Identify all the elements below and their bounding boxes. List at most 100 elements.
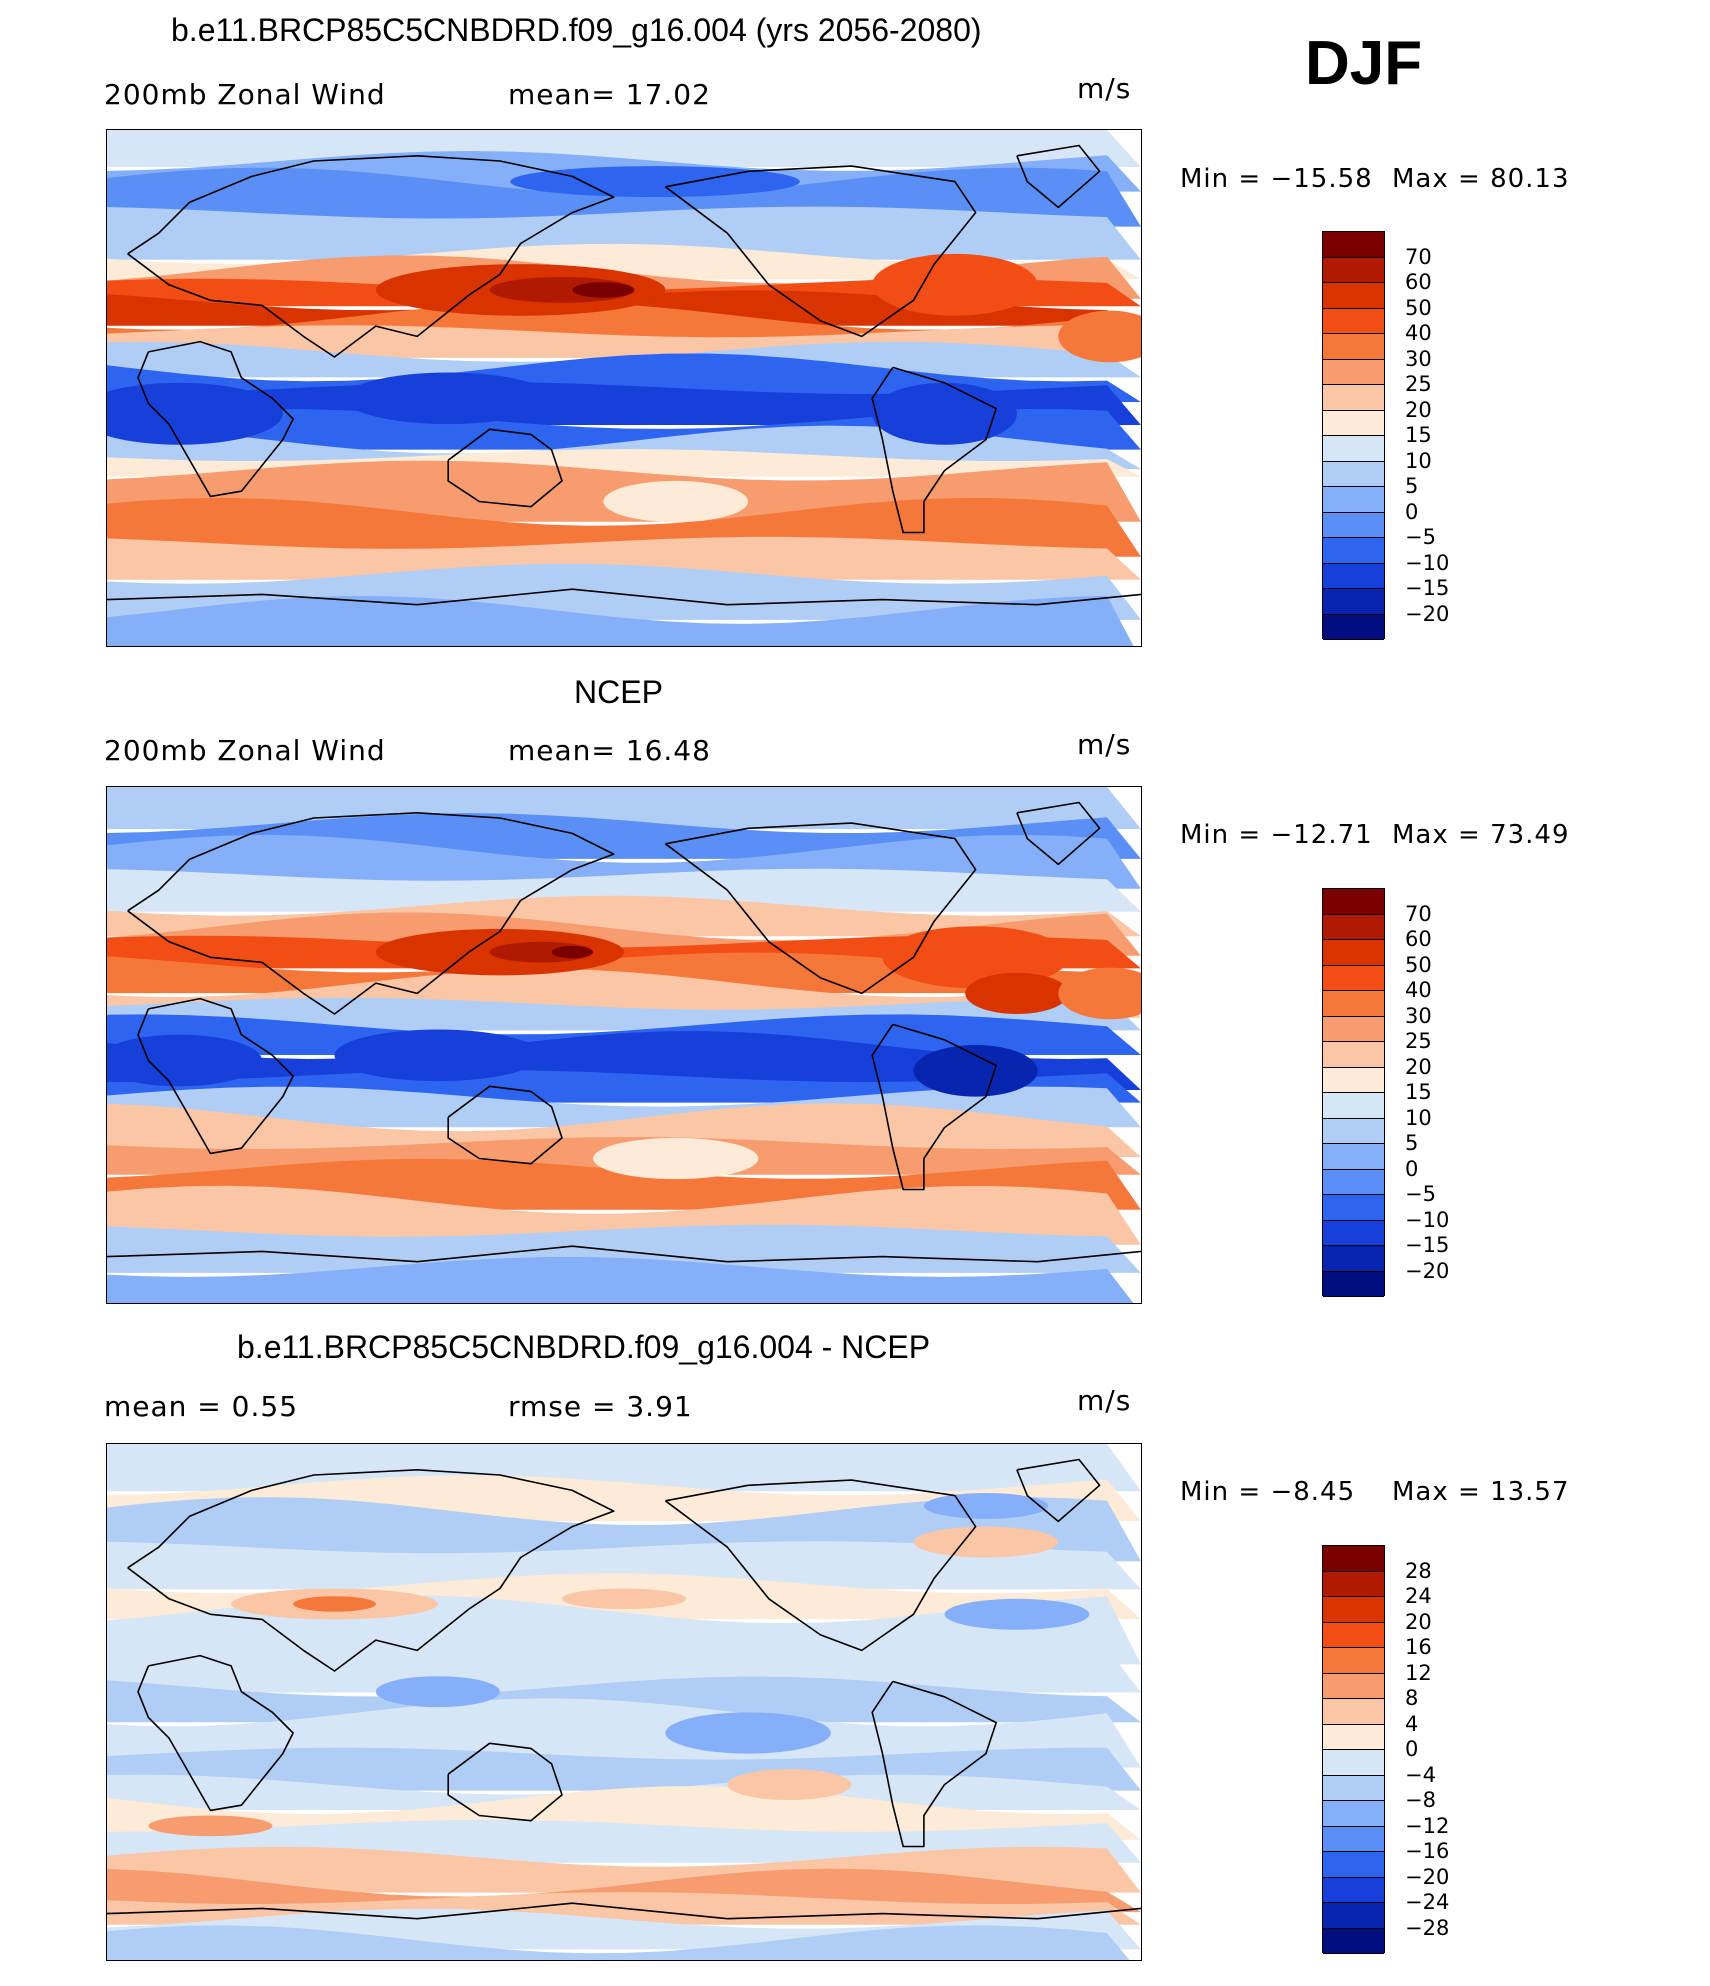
colorbar-segment bbox=[1323, 1220, 1384, 1246]
colorbar-level-label: 70 bbox=[1405, 244, 1432, 269]
wind-anomaly bbox=[551, 945, 593, 959]
colorbar-segment bbox=[1323, 1826, 1384, 1852]
colorbar-segment bbox=[1323, 614, 1384, 640]
colorbar-level-label: −12 bbox=[1405, 1813, 1450, 1838]
coastline bbox=[127, 811, 615, 1015]
coastline bbox=[664, 165, 977, 338]
panel2-colorbar bbox=[1322, 888, 1385, 1297]
colorbar-level-label: 20 bbox=[1405, 1054, 1432, 1079]
wind-band bbox=[107, 1103, 1141, 1157]
colorbar-level-label: 30 bbox=[1405, 1003, 1432, 1028]
wind-anomaly bbox=[665, 1712, 831, 1754]
wind-anomaly bbox=[510, 166, 800, 198]
coastline bbox=[664, 822, 977, 995]
colorbar-level-label: −15 bbox=[1405, 576, 1450, 600]
colorbar-segment bbox=[1323, 589, 1384, 615]
colorbar-level-label: −16 bbox=[1405, 1839, 1450, 1863]
colorbar-segment bbox=[1323, 1801, 1384, 1827]
colorbar-level-label: 0 bbox=[1405, 1156, 1419, 1181]
wind-anomaly bbox=[148, 1815, 273, 1837]
colorbar-box bbox=[1322, 231, 1385, 640]
wind-band bbox=[107, 868, 1141, 912]
panel1-units: m/s bbox=[1077, 72, 1132, 105]
colorbar-level-label: −20 bbox=[1405, 601, 1450, 626]
panel2-mean: mean= 16.48 bbox=[508, 734, 711, 767]
colorbar-segment bbox=[1323, 308, 1384, 334]
colorbar-segment bbox=[1323, 1118, 1384, 1144]
wind-anomaly bbox=[913, 1526, 1059, 1558]
colorbar-segment bbox=[1323, 257, 1384, 283]
coastline bbox=[107, 1902, 1141, 1920]
panel3-min: Min = −8.45 bbox=[1180, 1477, 1356, 1507]
colorbar-box bbox=[1322, 1545, 1385, 1954]
wind-band bbox=[107, 1925, 1130, 1960]
colorbar-level-label: −10 bbox=[1405, 1207, 1450, 1232]
colorbar-segment bbox=[1323, 563, 1384, 589]
colorbar-level-label: −4 bbox=[1405, 1762, 1436, 1787]
colorbar-level-label: 24 bbox=[1405, 1584, 1432, 1608]
panel3-units: m/s bbox=[1077, 1384, 1132, 1417]
colorbar-segment bbox=[1323, 512, 1384, 538]
colorbar-level-label: 20 bbox=[1405, 1609, 1432, 1634]
wind-anomaly bbox=[375, 1676, 500, 1708]
colorbar-level-label: 15 bbox=[1405, 423, 1432, 447]
wind-band bbox=[107, 1224, 1141, 1273]
wind-anomaly bbox=[1058, 967, 1141, 1020]
wind-anomaly bbox=[923, 1493, 1048, 1519]
colorbar-level-label: 40 bbox=[1405, 321, 1432, 345]
colorbar-segment bbox=[1323, 334, 1384, 360]
panel1-max: Max = 80.13 bbox=[1392, 164, 1570, 194]
colorbar-segment bbox=[1323, 232, 1384, 258]
colorbar-segment bbox=[1323, 1877, 1384, 1903]
colorbar-segment bbox=[1323, 1903, 1384, 1929]
wind-anomaly bbox=[107, 1034, 263, 1087]
colorbar-segment bbox=[1323, 1928, 1384, 1954]
colorbar-segment bbox=[1323, 1169, 1384, 1195]
wind-anomaly bbox=[603, 480, 749, 523]
colorbar-segment bbox=[1323, 385, 1384, 411]
wind-band bbox=[107, 1541, 1141, 1590]
panel2-map bbox=[106, 786, 1142, 1304]
colorbar-level-label: 28 bbox=[1405, 1558, 1432, 1583]
colorbar-segment bbox=[1323, 436, 1384, 462]
wind-anomaly bbox=[944, 1598, 1090, 1630]
panel2-min: Min = −12.71 bbox=[1180, 820, 1373, 850]
colorbar-segment bbox=[1323, 1093, 1384, 1119]
colorbar-level-label: −24 bbox=[1405, 1890, 1450, 1914]
panel1-mean: mean= 17.02 bbox=[508, 78, 711, 111]
coastline bbox=[871, 1680, 998, 1848]
coastline bbox=[447, 428, 563, 508]
wind-anomaly bbox=[872, 253, 1038, 316]
colorbar-level-label: 50 bbox=[1405, 952, 1432, 977]
colorbar-level-label: 60 bbox=[1405, 270, 1432, 294]
colorbar-level-label: −20 bbox=[1405, 1258, 1450, 1283]
panel3-title: b.e11.BRCP85C5CNBDRD.f09_g16.004 - NCEP bbox=[237, 1329, 931, 1365]
coastline bbox=[127, 154, 615, 358]
coastline bbox=[107, 1245, 1141, 1263]
panel1-map bbox=[106, 129, 1142, 647]
panel3-colorbar bbox=[1322, 1545, 1385, 1954]
colorbar-level-label: 25 bbox=[1405, 372, 1432, 396]
coastline bbox=[871, 366, 998, 534]
wind-anomaly bbox=[334, 1029, 542, 1082]
colorbar-level-label: 16 bbox=[1405, 1635, 1432, 1659]
coastline bbox=[137, 340, 294, 498]
coastline bbox=[447, 1742, 563, 1822]
colorbar-level-label: 10 bbox=[1405, 448, 1432, 473]
wind-anomaly bbox=[107, 382, 283, 445]
wind-field bbox=[107, 130, 1141, 646]
colorbar-segment bbox=[1323, 1271, 1384, 1297]
wind-anomaly bbox=[572, 282, 635, 298]
colorbar-level-label: 0 bbox=[1405, 499, 1419, 524]
colorbar-segment bbox=[1323, 889, 1384, 915]
panel1-title: b.e11.BRCP85C5CNBDRD.f09_g16.004 (yrs 20… bbox=[171, 12, 982, 48]
panel3-rmse: rmse = 3.91 bbox=[508, 1390, 693, 1423]
wind-anomaly bbox=[1058, 310, 1141, 363]
colorbar-level-label: 0 bbox=[1405, 1737, 1419, 1761]
colorbar-level-label: 8 bbox=[1405, 1686, 1419, 1710]
panel1-min: Min = −15.58 bbox=[1180, 164, 1373, 194]
colorbar-level-label: 15 bbox=[1405, 1080, 1432, 1104]
colorbar-segment bbox=[1323, 940, 1384, 966]
coastline bbox=[664, 1479, 977, 1652]
wind-band bbox=[107, 206, 1141, 260]
